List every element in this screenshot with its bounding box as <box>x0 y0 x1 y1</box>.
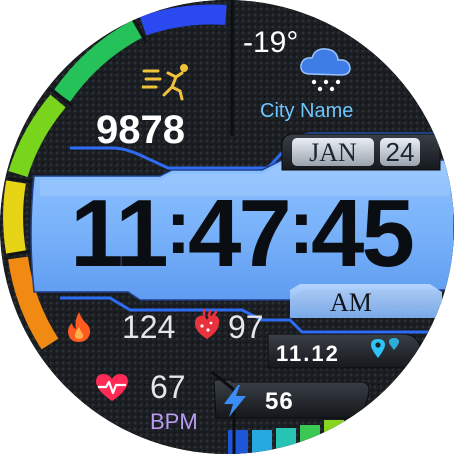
time-hours: 11 <box>70 180 168 287</box>
time-seconds: 45 <box>311 180 415 287</box>
steps-value: 9878 <box>96 108 185 152</box>
flame-icon <box>68 312 91 342</box>
battery-value: 56 <box>265 388 294 415</box>
location-pin-icon <box>371 338 399 358</box>
time-display: 11 : 47 : 45 <box>36 186 446 282</box>
heart-rate-unit: BPM <box>150 409 198 434</box>
heart-pulse-icon <box>96 374 128 401</box>
date-day: 24 <box>385 137 415 167</box>
date-month: JAN <box>309 138 357 167</box>
city-name: City Name <box>260 100 354 122</box>
cloud-snow-icon <box>300 48 351 92</box>
distance-value: 11.12 <box>276 341 340 366</box>
temperature-value: -19° <box>243 26 299 59</box>
time-minutes: 47 <box>187 180 292 287</box>
running-icon <box>142 64 188 101</box>
time-ampm: AM <box>330 288 372 317</box>
stress-value: 97 <box>228 309 264 345</box>
time-separator: : <box>288 185 314 270</box>
lightning-bolt-icon <box>224 385 246 417</box>
time-separator: : <box>165 185 191 270</box>
heart-organ-icon <box>194 309 220 339</box>
heart-rate-value: 67 <box>150 369 186 405</box>
calories-value: 124 <box>122 309 176 345</box>
